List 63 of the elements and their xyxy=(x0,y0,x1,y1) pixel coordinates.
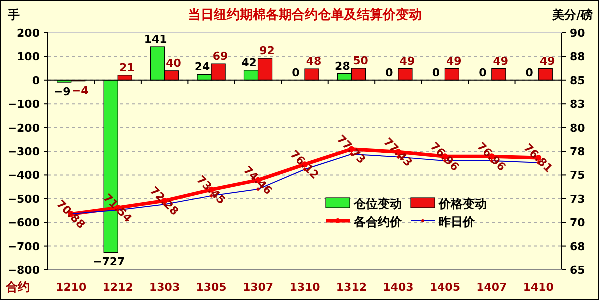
y2-tick-label: 75 xyxy=(570,169,586,182)
y-tick-label: −200 xyxy=(8,122,40,135)
x-tick-label: 1310 xyxy=(290,281,321,294)
x-tick-label: 1307 xyxy=(242,281,274,294)
x-tick-label: 1305 xyxy=(196,281,227,294)
y2-tick-label: 70 xyxy=(570,216,586,230)
data-label: 141 xyxy=(144,32,168,46)
data-label: 92 xyxy=(260,44,275,58)
y2-tick-label: 68 xyxy=(570,240,586,254)
x-tick-label: 1303 xyxy=(150,281,180,294)
y-tick-label: −800 xyxy=(8,264,40,277)
x-tick-label: 1403 xyxy=(383,281,414,294)
data-label: 0 xyxy=(479,66,488,80)
y-tick-label: −100 xyxy=(8,98,40,112)
data-label: 40 xyxy=(166,56,182,70)
y-tick-label: −400 xyxy=(8,169,40,182)
y2-tick-label: 90 xyxy=(570,27,586,40)
y-tick-label: 100 xyxy=(17,50,40,64)
data-label: 24 xyxy=(194,60,211,74)
x-tick-label: 1210 xyxy=(56,281,88,294)
data-label: 21 xyxy=(119,61,135,74)
y-tick-label: 200 xyxy=(17,27,40,40)
y2-tick-label: 73 xyxy=(570,192,586,206)
data-label: 0 xyxy=(432,66,440,80)
y-tick-label: −300 xyxy=(8,146,40,158)
data-label: 42 xyxy=(242,56,257,70)
y-tick-label: −600 xyxy=(8,216,40,230)
data-label: 49 xyxy=(400,54,416,68)
y-axis-title: 手 xyxy=(7,8,20,22)
y2-tick-label: 65 xyxy=(570,264,586,277)
data-label: 28 xyxy=(335,60,350,73)
data-label: 0 xyxy=(526,66,534,80)
chart-title: 当日纽约期棉各期合约仓单及结算价变动 xyxy=(188,7,422,23)
data-label: −9 xyxy=(54,86,71,99)
y-tick-label: −700 xyxy=(8,240,40,254)
legend-label: 价格变动 xyxy=(438,197,487,211)
x-tick-label: 1407 xyxy=(476,281,508,294)
x-tick-label: 1312 xyxy=(336,281,368,294)
y2-tick-label: 80 xyxy=(570,122,586,135)
data-label: 48 xyxy=(306,55,322,68)
data-label: −727 xyxy=(92,256,126,269)
y2-tick-label: 83 xyxy=(570,98,586,112)
legend-label: 各合约价 xyxy=(353,215,403,229)
data-label: 0 xyxy=(292,66,300,80)
y2-tick-label: 85 xyxy=(570,74,586,88)
data-label: −4 xyxy=(72,84,90,98)
data-label: 50 xyxy=(353,54,369,68)
x-tick-label: 1410 xyxy=(523,281,554,294)
x-axis-title: 合约 xyxy=(5,280,30,294)
x-tick-label: 1405 xyxy=(430,281,460,294)
y-tick-label: 0 xyxy=(32,74,40,88)
y2-tick-label: 88 xyxy=(570,50,586,64)
data-label: 49 xyxy=(446,54,462,68)
legend-label: 仓位变动 xyxy=(353,197,402,211)
y2-axis-title: 美分/磅 xyxy=(552,8,593,22)
data-label: 49 xyxy=(493,54,509,68)
y-tick-label: −500 xyxy=(8,192,40,206)
y2-tick-label: 78 xyxy=(570,146,586,158)
data-label: 0 xyxy=(386,66,394,80)
legend-label: 昨日价 xyxy=(439,215,476,229)
x-tick-label: 1212 xyxy=(102,281,134,294)
data-label: 49 xyxy=(540,54,556,68)
data-label: 69 xyxy=(212,50,228,64)
